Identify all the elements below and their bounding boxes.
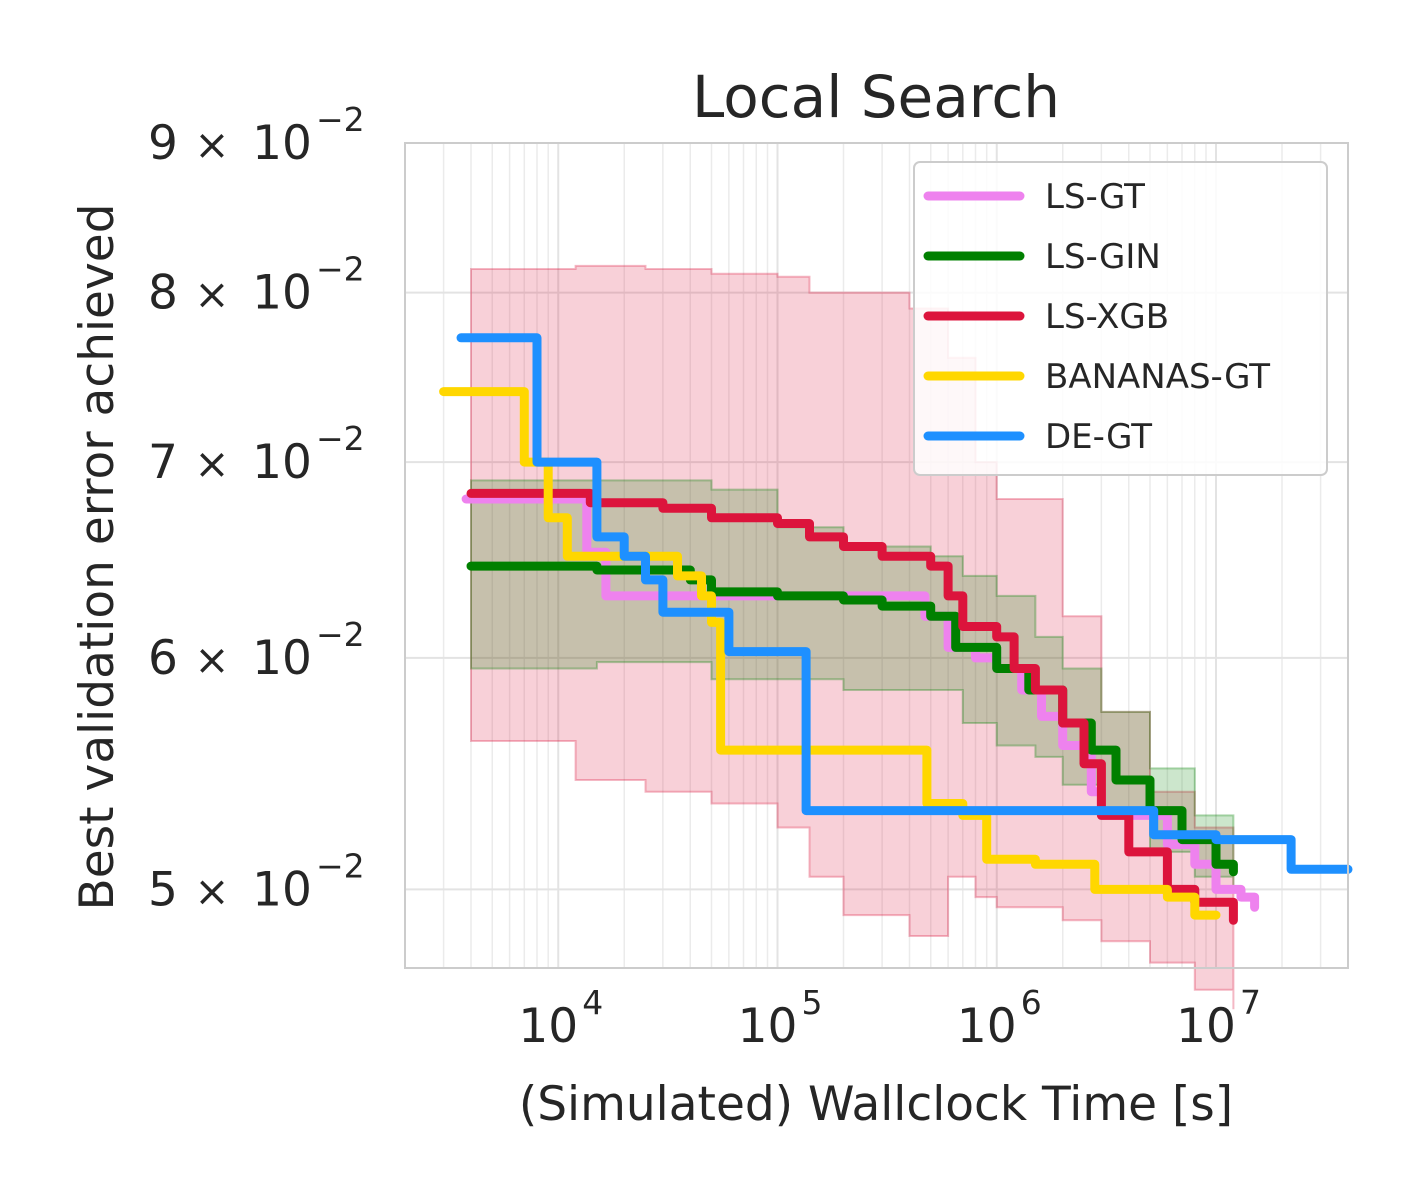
- y-tick-times: ×: [194, 635, 229, 684]
- legend-label-ls-xgb: LS-XGB: [1045, 297, 1169, 337]
- x-tick-label: 10: [738, 999, 798, 1054]
- y-tick-times: ×: [194, 270, 229, 319]
- legend: LS-GT LS-GIN LS-XGB BANANAS-GT DE-GT: [913, 161, 1328, 476]
- y-tick-base: 10: [252, 266, 312, 321]
- x-axis-label: (Simulated) Wallclock Time [s]: [519, 1077, 1233, 1132]
- series-lines: [439, 333, 1353, 925]
- chart-title: Local Search: [692, 63, 1060, 131]
- series-line-ls-gin: [466, 561, 1238, 877]
- x-axis-ticks: 10 4 10 5 10 6 10 7: [518, 983, 1261, 1054]
- y-tick-base: 10: [252, 862, 312, 917]
- legend-label-de-gt: DE-GT: [1045, 417, 1152, 457]
- y-tick-exponent: −2: [316, 419, 365, 458]
- x-tick-exponent: 7: [1240, 983, 1261, 1022]
- x-tick-label: 10: [1176, 999, 1236, 1054]
- band-ls-xgb: [470, 264, 1235, 1010]
- y-tick-exponent: −2: [316, 100, 365, 139]
- y-axis-label: Best validation error achieved: [70, 203, 125, 910]
- y-tick-times: ×: [194, 439, 229, 488]
- x-tick-exponent: 4: [582, 983, 603, 1022]
- legend-label-bananas-gt: BANANAS-GT: [1045, 357, 1270, 397]
- y-tick-base: 10: [252, 116, 312, 171]
- x-tick-label: 10: [957, 999, 1017, 1054]
- y-tick-times: ×: [194, 866, 229, 915]
- x-tick-label: 10: [518, 999, 578, 1054]
- y-tick-mantissa: 5: [148, 862, 178, 917]
- y-tick-mantissa: 7: [148, 435, 178, 490]
- y-tick-exponent: −2: [316, 615, 365, 654]
- y-tick-exponent: −2: [316, 846, 365, 885]
- x-tick-exponent: 6: [1021, 983, 1042, 1022]
- legend-label-ls-gt: LS-GT: [1045, 177, 1145, 217]
- y-tick-base: 10: [252, 435, 312, 490]
- y-tick-mantissa: 8: [148, 266, 178, 321]
- series-line-bananas-gt: [439, 387, 1221, 920]
- x-tick-exponent: 5: [801, 983, 822, 1022]
- y-tick-base: 10: [252, 631, 312, 686]
- legend-label-ls-gin: LS-GIN: [1045, 237, 1161, 277]
- y-tick-exponent: −2: [316, 250, 365, 289]
- y-axis-ticks: 9 × 10 −28 × 10 −27 × 10 −26 × 10 −25 × 10 −2: [148, 100, 365, 917]
- plot-frame: [404, 142, 1349, 969]
- series-line-ls-xgb: [466, 488, 1238, 925]
- y-tick-mantissa: 6: [148, 631, 178, 686]
- y-tick-mantissa: 9: [148, 116, 178, 171]
- series-line-de-gt: [456, 333, 1353, 874]
- y-tick-times: ×: [194, 120, 229, 169]
- legend-frame: [913, 161, 1328, 476]
